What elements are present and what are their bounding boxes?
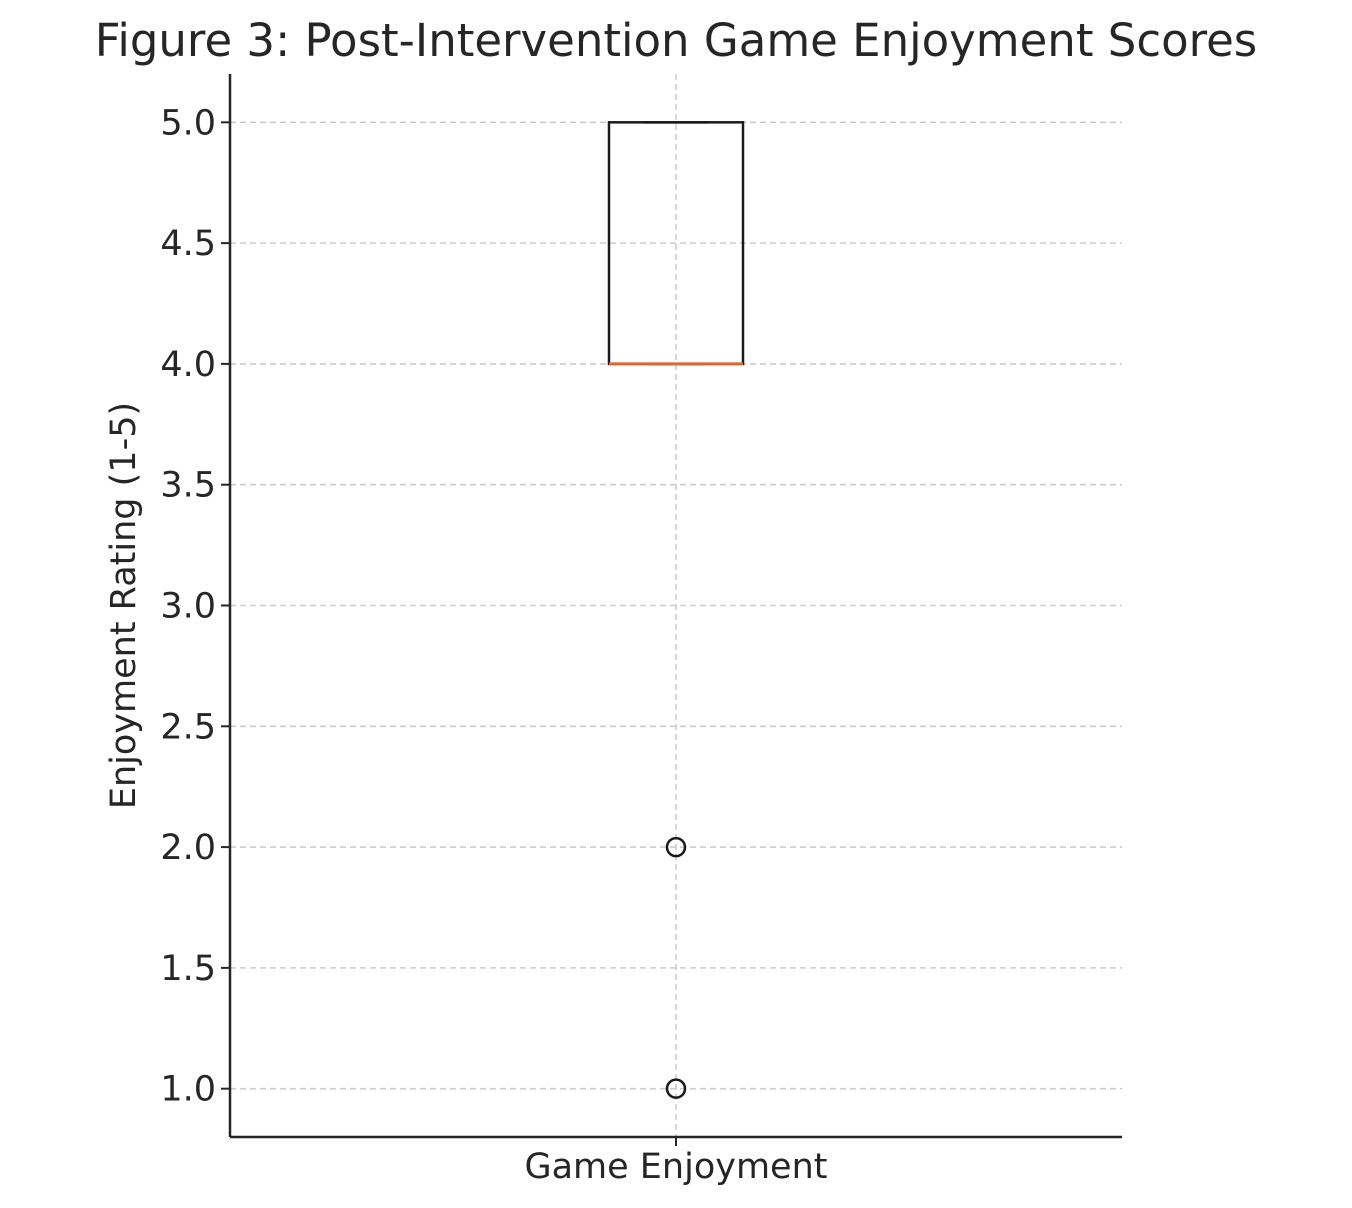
outlier-point [665, 836, 687, 858]
y-tick-label: 4.0 [160, 345, 216, 385]
y-tick-label: 4.5 [160, 224, 216, 264]
outlier-point [665, 1078, 687, 1099]
y-tick-label: 1.0 [160, 1070, 216, 1110]
x-axis-ticks: Game Enjoyment [524, 1137, 828, 1187]
y-tick-label: 1.5 [160, 949, 216, 989]
grid-lines [230, 74, 1122, 1137]
y-axis-label: Enjoyment Rating (1-5) [104, 402, 144, 809]
y-tick-label: 3.5 [160, 466, 216, 506]
chart-title: Figure 3: Post-Intervention Game Enjoyme… [95, 14, 1258, 67]
box-series [607, 121, 745, 1099]
x-tick-label: Game Enjoyment [524, 1147, 827, 1187]
y-tick-label: 2.5 [160, 707, 216, 747]
y-axis-ticks: 1.0 1.5 2.0 2.5 3.0 3.5 4.0 4.5 5.0 [160, 103, 230, 1110]
y-tick-label: 5.0 [160, 103, 216, 143]
y-tick-label: 2.0 [160, 828, 216, 868]
y-tick-label: 3.0 [160, 587, 216, 627]
